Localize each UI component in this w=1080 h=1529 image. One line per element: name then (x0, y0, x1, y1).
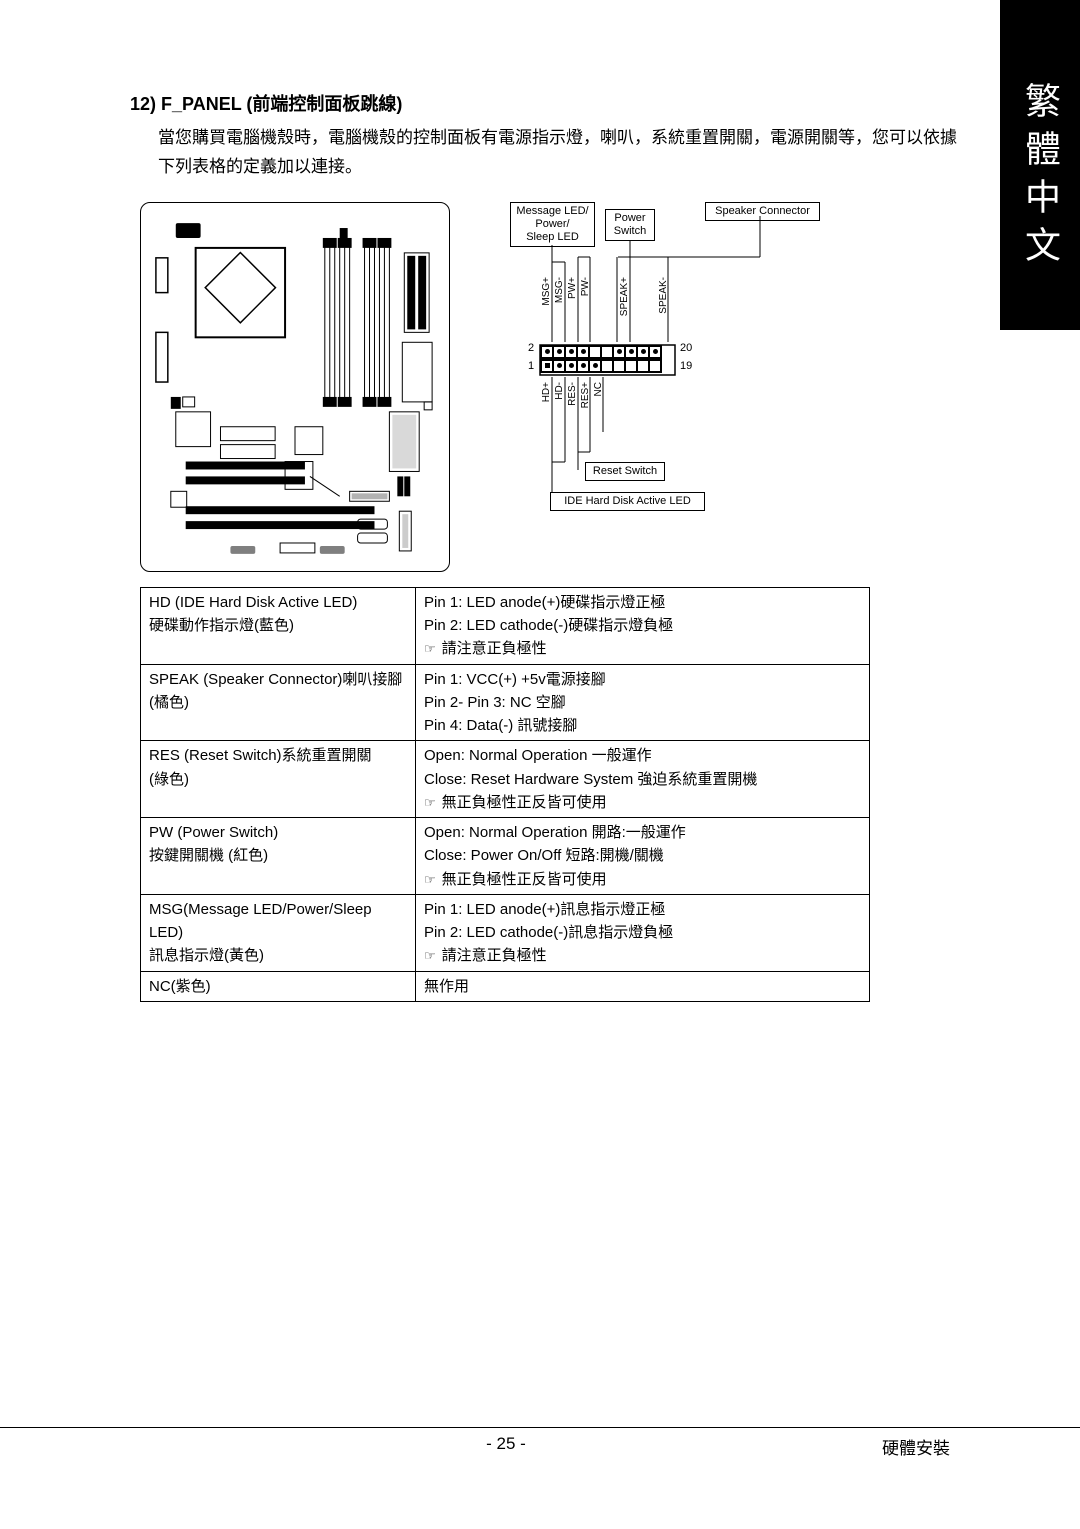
table-cell-right: Pin 1: LED anode(+)硬碟指示燈正極Pin 2: LED cat… (416, 587, 870, 664)
table-cell-left: PW (Power Switch) 按鍵開關機 (紅色) (141, 818, 416, 895)
table-row: NC(紫色)無作用 (141, 971, 870, 1001)
diagram-row: Message LED/ Power/ Sleep LED Power Swit… (140, 202, 960, 572)
section-number: 12) (130, 94, 156, 114)
table-cell-right: Open: Normal Operation 開路:一般運作Close: Pow… (416, 818, 870, 895)
pin-num-19: 19 (680, 360, 692, 372)
table-cell-left: HD (IDE Hard Disk Active LED) 硬碟動作指示燈(藍色… (141, 587, 416, 664)
pin-num-20: 20 (680, 342, 692, 354)
pin-num-1: 1 (528, 360, 534, 372)
section-description: 當您購買電腦機殼時，電腦機殼的控制面板有電源指示燈，喇叭，系統重置開關，電源開關… (158, 124, 960, 182)
table-row: SPEAK (Speaker Connector)喇叭接腳 (橘色)Pin 1:… (141, 664, 870, 741)
section-heading: 12) F_PANEL (前端控制面板跳線) (130, 90, 960, 116)
table-cell-left: SPEAK (Speaker Connector)喇叭接腳 (橘色) (141, 664, 416, 741)
motherboard-diagram (140, 202, 450, 572)
main-content: 12) F_PANEL (前端控制面板跳線) 當您購買電腦機殼時，電腦機殼的控制… (0, 0, 1080, 1002)
table-row: HD (IDE Hard Disk Active LED) 硬碟動作指示燈(藍色… (141, 587, 870, 664)
table-cell-left: NC(紫色) (141, 971, 416, 1001)
table-cell-left: MSG(Message LED/Power/Sleep LED) 訊息指示燈(黃… (141, 894, 416, 971)
pin-definition-table: HD (IDE Hard Disk Active LED) 硬碟動作指示燈(藍色… (140, 587, 870, 1002)
table-cell-right: 無作用 (416, 971, 870, 1001)
pin-row-top (540, 345, 662, 359)
language-tab: 繁體中文 (1000, 0, 1080, 330)
label-reset: Reset Switch (585, 462, 665, 481)
table-row: PW (Power Switch) 按鍵開關機 (紅色)Open: Normal… (141, 818, 870, 895)
page-footer: - 25 - 硬體安裝 (0, 1427, 1080, 1459)
table-cell-left: RES (Reset Switch)系統重置開關 (綠色) (141, 741, 416, 818)
pin-num-2: 2 (528, 342, 534, 354)
table-cell-right: Pin 1: LED anode(+)訊息指示燈正極Pin 2: LED cat… (416, 894, 870, 971)
page-number: - 25 - (486, 1434, 526, 1459)
table-cell-right: Open: Normal Operation 一般運作Close: Reset … (416, 741, 870, 818)
section-title-text: F_PANEL (前端控制面板跳線) (161, 94, 402, 114)
table-row: RES (Reset Switch)系統重置開關 (綠色)Open: Norma… (141, 741, 870, 818)
table-cell-right: Pin 1: VCC(+) +5v電源接腳Pin 2- Pin 3: NC 空腳… (416, 664, 870, 741)
table-row: MSG(Message LED/Power/Sleep LED) 訊息指示燈(黃… (141, 894, 870, 971)
pin-diagram: Message LED/ Power/ Sleep LED Power Swit… (490, 202, 840, 542)
chapter-name: 硬體安裝 (882, 1434, 950, 1459)
pin-row-bottom (540, 359, 662, 373)
label-ide-led: IDE Hard Disk Active LED (550, 492, 705, 511)
